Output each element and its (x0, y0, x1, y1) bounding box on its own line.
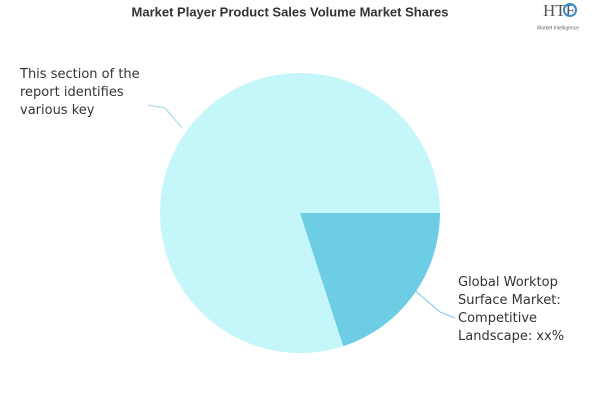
slice-label: This section of the report identifies va… (20, 67, 140, 118)
logo-icon (563, 3, 577, 17)
leader-line (147, 104, 183, 129)
pie (159, 72, 440, 354)
chart-title: Market Player Product Sales Volume Marke… (132, 4, 449, 19)
logo-tagline: Market Intelligence (537, 25, 579, 31)
slice-label: Global Worktop Surface Market: Competiti… (458, 275, 565, 344)
pie-slice (300, 213, 440, 347)
leader-line (411, 287, 456, 319)
